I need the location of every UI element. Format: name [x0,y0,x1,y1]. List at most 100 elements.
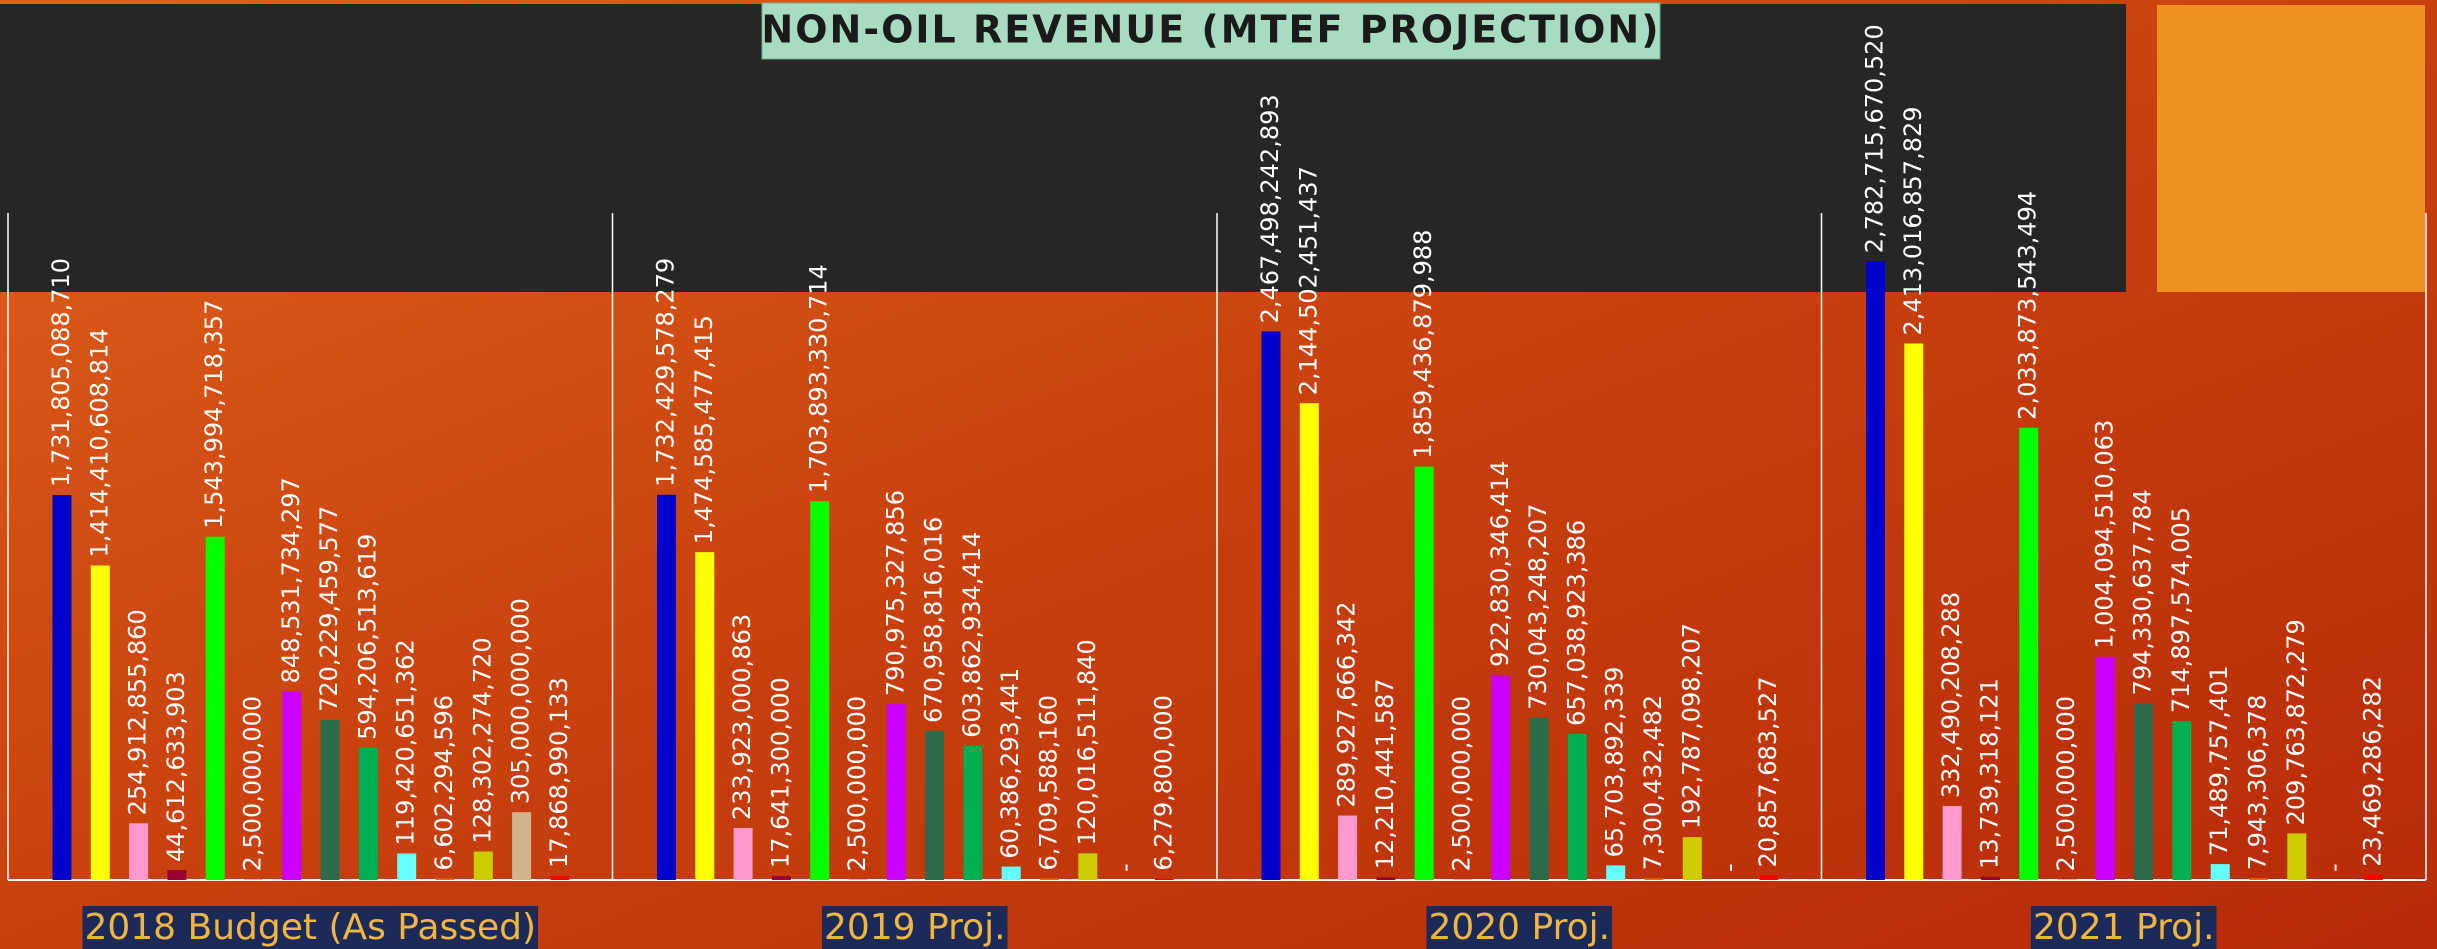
bar [1866,261,1885,880]
value-label: 2,500,000,000 [1448,696,1476,872]
value-label: 17,868,990,133 [545,677,573,868]
bar [695,552,715,880]
bar [2134,703,2154,880]
value-label: 922,830,346,414 [1486,461,1514,667]
bar [512,812,532,880]
bar [1904,343,1924,880]
bar [1682,837,1702,880]
bar [1453,879,1472,880]
bar [1942,806,1962,880]
bar [435,878,455,880]
bar [550,876,570,880]
value-label: 1,543,994,718,357 [200,300,228,529]
bar [397,853,417,880]
bar [244,879,263,880]
bar [2210,864,2230,880]
value-label: 305,000,000,000 [507,598,535,804]
bar [1261,331,1281,880]
bar [963,745,983,880]
value-label: 2,500,000,000 [239,696,267,872]
bar [1980,876,2000,880]
bar [1078,853,1098,880]
value-label: 6,602,294,596 [430,695,458,871]
bar [1376,877,1396,880]
value-label: 730,043,248,207 [1524,504,1552,710]
bar [129,823,149,880]
bar [473,851,493,880]
bar [2057,879,2077,880]
value-label: 7,943,306,378 [2244,695,2272,871]
value-label: 603,862,934,414 [958,532,986,738]
category-label: 2020 Proj. [1428,907,1610,948]
bar [1529,717,1549,880]
value-label: 790,975,327,856 [881,490,909,696]
bar [2095,656,2115,880]
category-label-box [1426,906,1613,949]
value-label: 12,210,441,587 [1371,678,1399,869]
value-label: 657,038,923,386 [1562,520,1590,726]
value-label: 289,927,666,342 [1333,601,1361,807]
bar [2249,878,2268,880]
value-label: 128,302,274,720 [468,637,496,843]
value-label: 20,857,683,527 [1754,677,1782,868]
value-label: 119,420,651,362 [392,639,420,845]
bar [205,536,225,880]
bar [1567,733,1587,880]
category-label: 2018 Budget (As Passed) [84,907,536,948]
bar [1299,403,1319,880]
value-label: 2,413,016,857,829 [1899,106,1927,335]
value-label: 848,531,734,297 [277,477,305,683]
category-label: 2019 Proj. [824,907,1006,948]
value-label: 71,489,757,401 [2205,665,2233,856]
bar [90,565,110,880]
value-label: 209,763,872,279 [2282,619,2310,825]
category-label-box [2030,906,2217,949]
bar [1040,878,1059,880]
value-label: 2,467,498,242,893 [1256,94,1284,323]
title-box [761,2,1661,60]
value-label: 7,300,432,482 [1639,695,1667,871]
bar [1154,878,1174,880]
bar [1491,674,1511,880]
category-label-box [82,906,539,949]
bar [1759,875,1779,880]
bar [771,876,791,880]
value-label: 17,641,300,000 [766,677,794,868]
bar [358,747,378,880]
bar [1644,878,1664,880]
bar [282,691,302,880]
value-label: 44,612,633,903 [162,671,190,862]
chart-title: NON-OIL REVENUE (MTEF PROJECTION) [761,8,1660,52]
bar [2019,427,2039,880]
value-label: 6,709,588,160 [1035,695,1063,871]
value-label: 65,703,892,339 [1601,667,1629,858]
value-label: 13,739,318,121 [1975,678,2003,869]
bar [925,730,945,880]
bar [848,879,868,880]
bar [1414,466,1434,880]
category-label-box [821,906,1008,949]
value-label: - [1111,863,1139,872]
value-label: 670,958,816,016 [920,517,948,723]
value-label: 2,782,715,670,520 [1861,24,1889,253]
orange-box [2157,5,2425,292]
value-label: 714,897,574,005 [2167,507,2195,713]
value-label: 1,731,805,088,710 [47,258,75,487]
value-label: 2,500,000,000 [2052,696,2080,872]
value-label: 1,004,094,510,063 [2090,420,2118,649]
value-label: - [2320,863,2348,872]
value-label: 23,469,286,282 [2358,676,2386,867]
value-label: 120,016,511,840 [1073,639,1101,845]
bar [1338,815,1358,880]
value-label: 2,033,873,543,494 [2014,191,2042,420]
value-label: 794,330,637,784 [2129,489,2157,695]
value-label: 192,787,098,207 [1677,623,1705,829]
bar [886,704,906,880]
value-label: 594,206,513,619 [353,534,381,740]
value-label: 1,414,410,608,814 [85,328,113,557]
bar [52,494,72,880]
bar [810,501,830,880]
bar [2172,721,2192,880]
